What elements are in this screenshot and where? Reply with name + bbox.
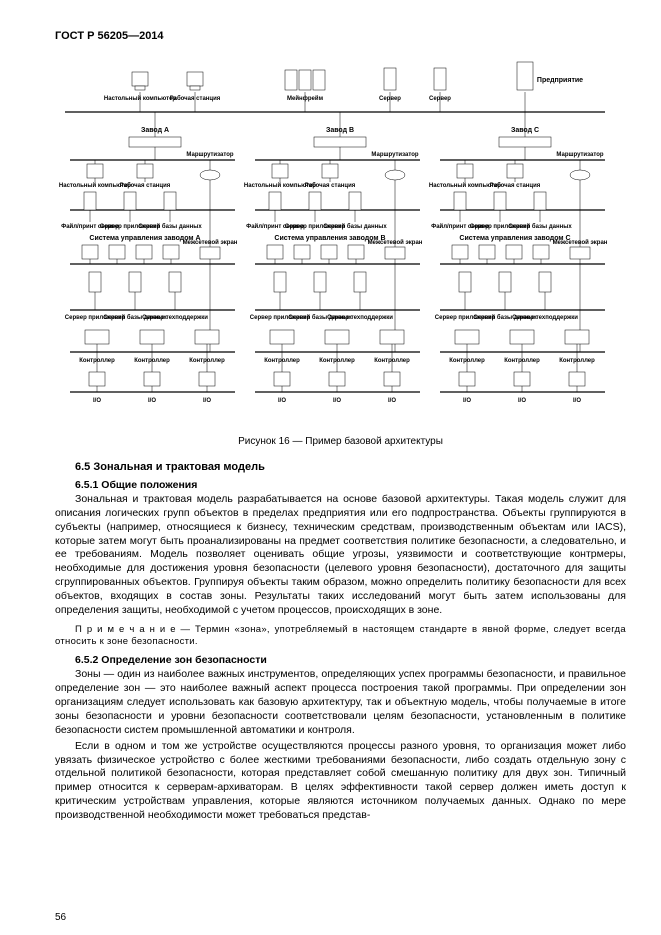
para-6-5-2-a: Зоны — один из наиболее важных инструмен… bbox=[55, 668, 626, 737]
section-6-5-1-title: 6.5.1 Общие положения bbox=[75, 479, 626, 491]
page-number: 56 bbox=[55, 912, 66, 923]
svg-text:Сервер: Сервер bbox=[379, 96, 401, 102]
svg-text:Сервер техподдержки: Сервер техподдержки bbox=[512, 315, 578, 321]
workstation-icon: Рабочая станция bbox=[170, 72, 221, 112]
svg-text:Маршрутизатор: Маршрутизатор bbox=[371, 152, 418, 158]
figure-caption: Рисунок 16 — Пример базовой архитектуры bbox=[55, 436, 626, 447]
plant-a: Завод A Маршрутизатор Настольный компьют… bbox=[59, 112, 238, 404]
svg-text:Сервер: Сервер bbox=[429, 96, 451, 102]
section-6-5-2-title: 6.5.2 Определение зон безопасности bbox=[75, 654, 626, 666]
desktop-icon: Настольный компьютер bbox=[104, 72, 176, 112]
svg-text:I/O: I/O bbox=[203, 398, 211, 404]
svg-text:I/O: I/O bbox=[463, 398, 471, 404]
svg-text:Сервер техподдержки: Сервер техподдержки bbox=[327, 315, 393, 321]
plant-b: Завод B Маршрутизатор Настольный компьют… bbox=[244, 112, 423, 404]
svg-text:Рабочая станция: Рабочая станция bbox=[305, 182, 356, 189]
svg-text:I/O: I/O bbox=[518, 398, 526, 404]
svg-text:Сервер базы данных: Сервер базы данных bbox=[138, 223, 202, 230]
svg-text:I/O: I/O bbox=[333, 398, 341, 404]
svg-text:I/O: I/O bbox=[573, 398, 581, 404]
architecture-diagram: Предприятие Настольный компьютер Рабочая… bbox=[55, 52, 615, 417]
svg-text:Маршрутизатор: Маршрутизатор bbox=[186, 152, 233, 158]
page: ГОСТ Р 56205—2014 Предприятие Настольный… bbox=[0, 0, 661, 935]
svg-text:Маршрутизатор: Маршрутизатор bbox=[556, 152, 603, 158]
enterprise-tower-icon bbox=[517, 62, 533, 112]
svg-text:Межсетевой экран: Межсетевой экран bbox=[368, 239, 423, 246]
note-6-5-1: П р и м е ч а н и е — Термин «зона», упо… bbox=[55, 624, 626, 649]
svg-text:Сервер базы данных: Сервер базы данных bbox=[508, 223, 572, 230]
svg-text:Настольный компьютер: Настольный компьютер bbox=[104, 95, 176, 102]
svg-text:Межсетевой экран: Межсетевой экран bbox=[183, 239, 238, 246]
svg-text:Сервер техподдержки: Сервер техподдержки bbox=[142, 315, 208, 321]
svg-text:I/O: I/O bbox=[148, 398, 156, 404]
svg-text:Сервер базы данных: Сервер базы данных bbox=[323, 223, 387, 230]
server-icon: Сервер bbox=[379, 68, 401, 112]
svg-text:Рабочая станция: Рабочая станция bbox=[120, 182, 171, 189]
document-header: ГОСТ Р 56205—2014 bbox=[55, 30, 626, 42]
svg-text:Завод B: Завод B bbox=[326, 127, 354, 134]
para-6-5-2-b: Если в одном и том же устройстве осущест… bbox=[55, 740, 626, 823]
svg-text:I/O: I/O bbox=[278, 398, 286, 404]
svg-text:Межсетевой экран: Межсетевой экран bbox=[553, 239, 608, 246]
enterprise-label: Предприятие bbox=[537, 77, 583, 84]
para-6-5-1: Зональная и трактовая модель разрабатыва… bbox=[55, 493, 626, 618]
svg-text:Завод A: Завод A bbox=[141, 127, 169, 134]
svg-text:Мейнфрейм: Мейнфрейм bbox=[287, 95, 324, 102]
server-icon: Сервер bbox=[429, 68, 451, 112]
mainframe-icon: Мейнфрейм bbox=[285, 70, 325, 112]
section-6-5-title: 6.5 Зональная и трактовая модель bbox=[75, 461, 626, 473]
plant-c: Завод C Маршрутизатор Настольный компьют… bbox=[429, 112, 608, 404]
svg-text:Рабочая станция: Рабочая станция bbox=[170, 95, 221, 102]
svg-text:I/O: I/O bbox=[93, 398, 101, 404]
svg-text:I/O: I/O bbox=[388, 398, 396, 404]
svg-text:Рабочая станция: Рабочая станция bbox=[490, 182, 541, 189]
svg-text:Завод C: Завод C bbox=[511, 127, 539, 134]
